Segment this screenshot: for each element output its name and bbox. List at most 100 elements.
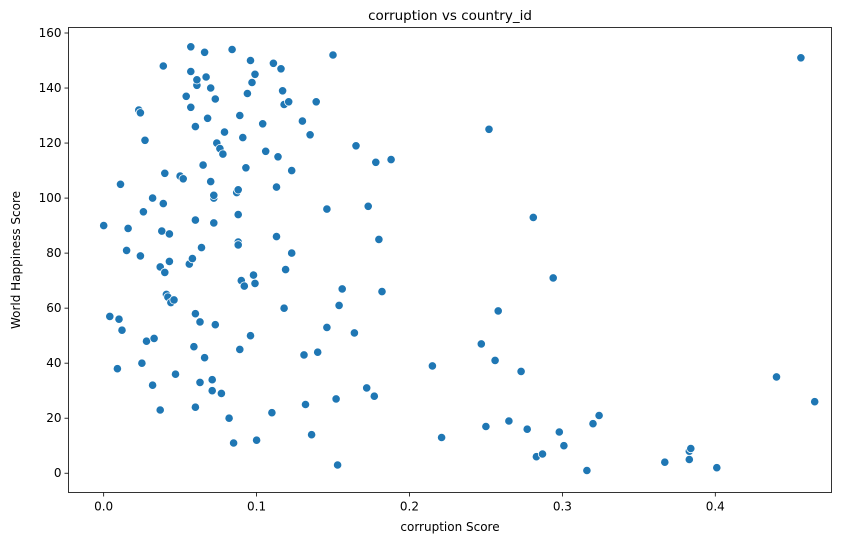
data-point-92 <box>261 146 271 156</box>
data-point-153 <box>771 372 782 382</box>
data-point-77 <box>235 344 245 354</box>
data-point-22 <box>158 199 168 209</box>
data-point-2 <box>114 314 124 324</box>
data-point-43 <box>190 309 200 319</box>
data-point-132 <box>481 421 491 432</box>
y-axis: 0 20 40 60 80 100 120 140 160 <box>39 26 69 480</box>
data-point-49 <box>196 243 207 253</box>
data-point-97 <box>273 152 283 162</box>
data-point-44 <box>190 402 200 412</box>
data-point-154 <box>796 53 806 63</box>
data-point-39 <box>187 254 197 264</box>
data-point-76 <box>233 240 243 250</box>
data-point-139 <box>528 212 538 222</box>
data-point-151 <box>686 443 696 454</box>
data-point-99 <box>277 86 288 96</box>
data-point-11 <box>137 358 147 368</box>
data-point-112 <box>313 347 323 357</box>
data-point-69 <box>224 413 234 423</box>
data-point-12 <box>138 207 148 217</box>
x-tick-label-1: 0.1 <box>247 500 266 514</box>
data-point-40 <box>189 342 199 352</box>
data-point-110 <box>306 430 317 440</box>
data-point-148 <box>660 457 670 467</box>
data-point-120 <box>349 328 359 338</box>
data-point-126 <box>374 234 384 244</box>
data-point-55 <box>206 83 216 93</box>
data-point-34 <box>181 91 191 101</box>
data-point-108 <box>300 399 311 410</box>
data-point-53 <box>201 72 211 82</box>
data-point-3 <box>112 364 123 374</box>
data-point-125 <box>371 157 381 167</box>
data-point-106 <box>297 116 307 126</box>
data-point-141 <box>537 449 548 459</box>
data-point-57 <box>207 375 217 385</box>
data-point-103 <box>284 97 294 107</box>
data-point-85 <box>245 331 256 341</box>
data-point-150 <box>684 454 694 465</box>
data-point-100 <box>279 303 289 313</box>
data-point-138 <box>522 424 532 434</box>
data-point-82 <box>241 163 251 173</box>
data-point-14 <box>141 336 152 346</box>
data-point-102 <box>280 264 291 275</box>
data-point-36 <box>186 42 196 52</box>
data-point-83 <box>242 88 252 99</box>
data-point-74 <box>233 210 243 220</box>
data-point-93 <box>267 408 277 418</box>
data-point-96 <box>271 232 282 242</box>
data-point-128 <box>386 155 396 165</box>
data-point-68 <box>219 127 230 137</box>
data-point-105 <box>287 248 297 258</box>
data-point-81 <box>239 281 249 291</box>
data-point-111 <box>311 97 321 107</box>
data-point-20 <box>157 226 167 236</box>
data-point-116 <box>331 394 341 404</box>
data-point-114 <box>322 322 332 332</box>
x-tick-label-0: 0.0 <box>94 500 113 514</box>
data-point-87 <box>248 270 259 280</box>
y-tick-label-6: 120 <box>39 136 62 150</box>
y-axis-label: World Happiness Score <box>9 191 23 329</box>
data-point-27 <box>164 229 174 239</box>
data-point-86 <box>247 77 257 88</box>
data-point-142 <box>548 273 558 283</box>
data-point-115 <box>328 50 338 60</box>
data-point-118 <box>334 300 344 310</box>
data-point-119 <box>337 284 347 294</box>
data-point-6 <box>122 245 132 255</box>
data-point-155 <box>810 397 820 407</box>
data-point-52 <box>200 353 210 363</box>
y-tick-label-1: 20 <box>46 411 61 425</box>
data-point-46 <box>192 75 202 85</box>
data-point-56 <box>206 177 216 187</box>
plot-frame <box>68 27 832 493</box>
data-point-5 <box>117 325 127 335</box>
data-point-13 <box>140 135 150 145</box>
data-point-136 <box>504 416 514 426</box>
data-point-90 <box>252 435 262 445</box>
data-point-16 <box>148 380 158 390</box>
data-point-4 <box>115 179 126 189</box>
data-point-31 <box>170 369 181 379</box>
data-point-94 <box>268 58 278 68</box>
data-point-28 <box>164 256 174 266</box>
data-point-1 <box>105 311 115 321</box>
data-point-51 <box>200 47 210 57</box>
y-tick-label-5: 100 <box>39 191 62 205</box>
data-point-121 <box>351 141 361 151</box>
data-point-50 <box>198 160 208 170</box>
data-point-66 <box>216 388 226 398</box>
data-point-88 <box>250 69 260 79</box>
data-point-58 <box>207 386 217 396</box>
data-point-41 <box>190 122 200 132</box>
data-point-91 <box>258 119 268 129</box>
data-point-152 <box>712 463 722 473</box>
y-tick-label-8: 160 <box>39 26 62 40</box>
y-tick-label-3: 60 <box>46 301 61 315</box>
points-layer <box>99 42 820 476</box>
data-point-67 <box>218 149 228 159</box>
data-point-133 <box>484 124 494 134</box>
data-point-129 <box>427 361 437 371</box>
